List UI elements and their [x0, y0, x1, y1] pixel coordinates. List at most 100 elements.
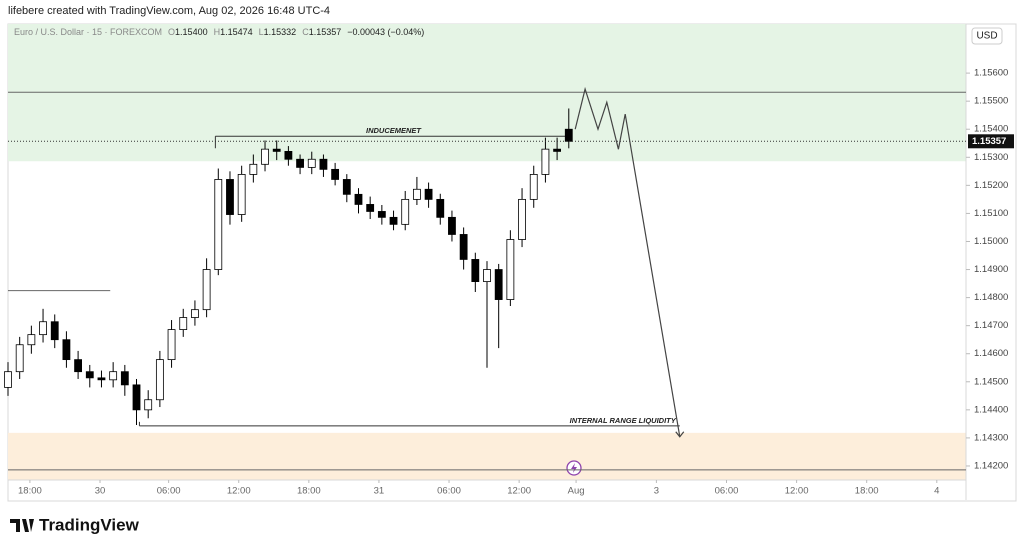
logo-text: TradingView: [39, 515, 140, 534]
ohlc-key: L: [259, 27, 264, 37]
candle-body: [50, 321, 59, 341]
x-tick-label: 18:00: [855, 486, 879, 497]
candle-body: [471, 259, 480, 283]
y-tick-label: 1.14300: [974, 432, 1008, 443]
y-tick-label: 1.15300: [974, 152, 1008, 163]
y-tick-label: 1.14900: [974, 264, 1008, 275]
ohlc-key: C: [302, 27, 309, 37]
candle-body: [448, 216, 456, 235]
y-tick-label: 1.15400: [974, 124, 1008, 135]
candle-body: [85, 371, 94, 379]
currency[interactable]: USD: [976, 31, 997, 42]
candle-body: [74, 359, 83, 373]
last-price-tag: [968, 134, 1014, 149]
candle-body: [4, 371, 12, 388]
logo: TradingView: [10, 515, 140, 534]
candle-body: [39, 321, 47, 336]
x-tick-label: 31: [374, 486, 385, 497]
y-tick-label: 1.15000: [974, 236, 1008, 247]
y-tick-label: 1.15100: [974, 208, 1008, 219]
x-tick-label: 18:00: [18, 486, 42, 497]
ohlc-key: H: [214, 27, 221, 37]
candle-body: [529, 174, 538, 200]
candle-body: [155, 359, 164, 401]
candle-body: [249, 163, 258, 175]
candle-body: [483, 269, 491, 283]
symbol: Euro / U.S. Dollar · 15 · FOREXCOM: [14, 27, 162, 37]
candle-body: [436, 198, 445, 218]
candle-body: [179, 317, 188, 330]
y-tick-label: 1.14400: [974, 404, 1008, 415]
level-label: INTERNAL RANGE LIQUIDITY: [570, 416, 677, 425]
zone: [8, 432, 966, 480]
x-tick-label: 06:00: [437, 486, 461, 497]
x-tick-label: 18:00: [297, 486, 321, 497]
projection-path: [574, 86, 681, 437]
candle-body: [15, 344, 24, 373]
candle-body: [412, 188, 421, 200]
ohlc-value: 1.15400: [175, 27, 208, 37]
header: lifebere created with TradingView.com, A…: [8, 5, 330, 17]
ohlc-key: O: [168, 27, 175, 37]
currency-box[interactable]: [971, 27, 1003, 45]
candle-body: [27, 334, 36, 346]
candle-body: [296, 158, 304, 168]
candle-body: [284, 150, 293, 160]
y-tick-label: 1.14700: [974, 320, 1008, 331]
candle-body: [307, 158, 316, 168]
x-tick-label: 06:00: [157, 486, 181, 497]
candle-body: [389, 216, 398, 225]
candle-body: [62, 339, 71, 361]
candle-body: [202, 269, 211, 311]
candle-body: [237, 174, 246, 215]
ohlc-value: 1.15357: [309, 27, 342, 37]
candle-body: [272, 148, 281, 152]
x-tick-label: 12:00: [785, 486, 809, 497]
x-tick-label: 30: [95, 486, 106, 497]
change: −0.00043 (−0.04%): [347, 27, 424, 37]
candle-body: [226, 179, 234, 215]
x-tick-label: 06:00: [715, 486, 739, 497]
y-tick-label: 1.14500: [974, 376, 1008, 387]
candle-body: [97, 377, 106, 381]
last-price-label: 1.15357: [972, 136, 1006, 147]
level-label: INDUCEMENET: [366, 126, 422, 135]
legend: Euro / U.S. Dollar · 15 · FOREXCOM O1.154…: [14, 27, 424, 37]
projection-arrow: [675, 431, 685, 438]
candle-body: [401, 198, 410, 225]
candle-body: [494, 269, 503, 300]
y-tick-label: 1.15500: [974, 96, 1008, 107]
y-tick-label: 1.15600: [974, 68, 1008, 79]
candle-body: [518, 198, 526, 240]
candle-body: [459, 234, 468, 260]
y-tick-label: 1.15200: [974, 180, 1008, 191]
x-tick-label: 12:00: [227, 486, 251, 497]
candle-body: [553, 148, 562, 152]
candle-body: [377, 211, 386, 218]
candle-body: [424, 188, 433, 200]
candle-body: [564, 128, 573, 142]
y-tick-label: 1.14200: [974, 460, 1008, 471]
candle-body: [261, 148, 269, 165]
candle-body: [120, 371, 129, 386]
candle-body: [342, 179, 351, 195]
x-tick-label: 3: [654, 486, 659, 497]
ohlc-value: 1.15474: [220, 27, 253, 37]
candle-body: [319, 158, 328, 170]
candle-body: [167, 329, 176, 361]
candle-body: [214, 179, 223, 270]
candle-body: [191, 309, 199, 318]
candle-body: [109, 371, 118, 381]
candle-body: [354, 193, 363, 205]
ohlc-value: 1.15332: [264, 27, 297, 37]
x-tick-label: 12:00: [507, 486, 531, 497]
candle-body: [366, 204, 375, 212]
candle-body: [506, 239, 515, 300]
candle-body: [541, 148, 550, 175]
candle-body: [132, 384, 141, 411]
x-tick-label: 4: [934, 486, 939, 497]
candle-body: [331, 168, 340, 180]
x-tick-label: Aug: [568, 486, 585, 497]
